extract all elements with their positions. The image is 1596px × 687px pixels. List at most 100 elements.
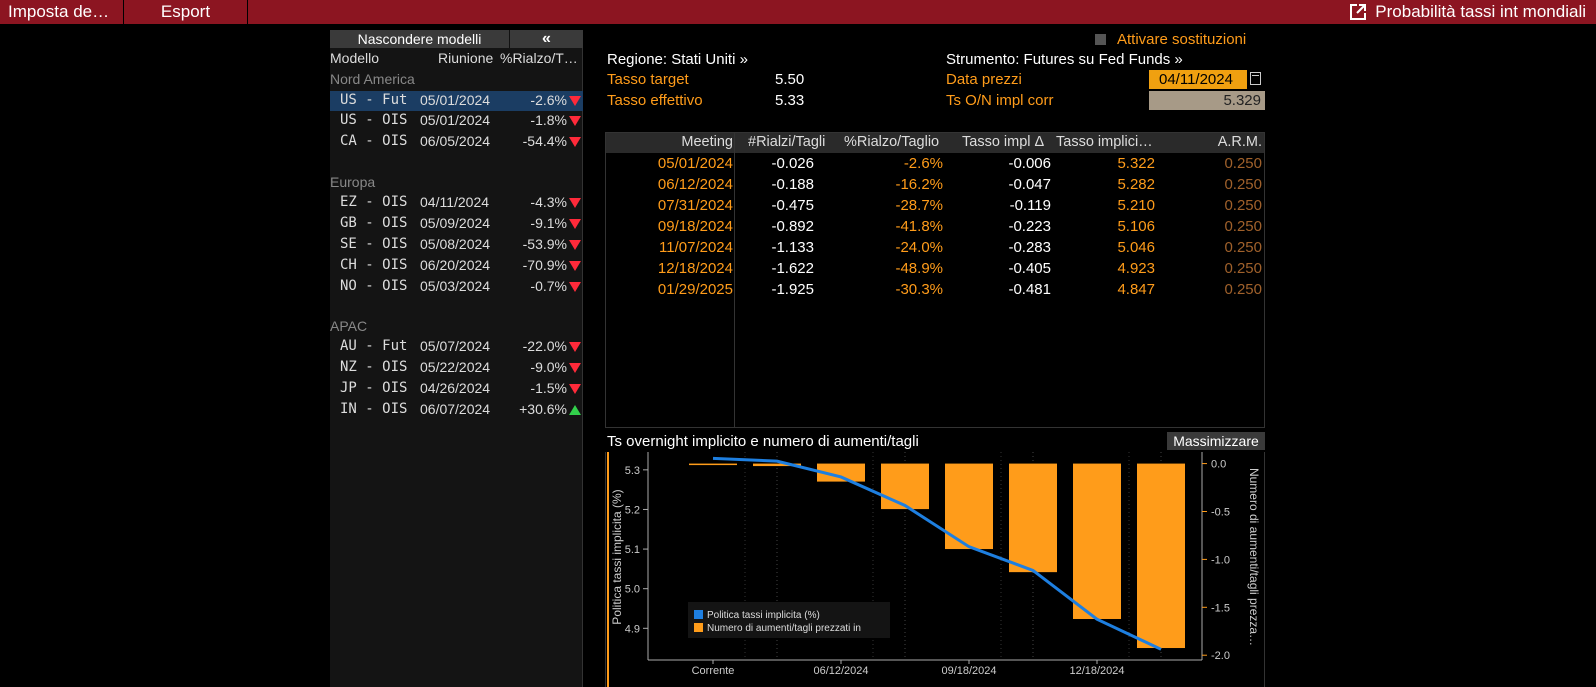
model-pct: -1.8%: [530, 112, 567, 128]
popout-title-link[interactable]: Probabilità tassi int mondiali: [1349, 0, 1586, 24]
model-row[interactable]: EZ - OIS 04/11/2024 -4.3%: [330, 193, 583, 213]
substitutions-checkbox[interactable]: [1095, 34, 1106, 45]
left-tick-label: 5.0: [625, 584, 640, 596]
down-arrow-icon: [569, 96, 581, 106]
calendar-icon[interactable]: [1250, 72, 1261, 85]
hikes-cuts-cell: -0.026: [771, 155, 814, 172]
substitutions-label[interactable]: Attivare sostituzioni: [1117, 31, 1247, 48]
legend-line-swatch: [694, 610, 703, 619]
hide-models-button[interactable]: Nascondere modelli: [330, 30, 510, 48]
model-row[interactable]: GB - OIS 05/09/2024 -9.1%: [330, 214, 583, 234]
table-row[interactable]: 11/07/2024 -1.133 -24.0% -0.283 5.046 0.250: [606, 238, 1264, 258]
column-header-pct[interactable]: %Rialzo/T…: [500, 50, 578, 66]
column-header-hikes-cuts[interactable]: #Rialzi/Tagli: [748, 134, 826, 150]
hikes-cuts-cell: -1.622: [771, 260, 814, 277]
model-row[interactable]: SE - OIS 05/08/2024 -53.9%: [330, 235, 583, 255]
impl-rate-delta-cell: -0.047: [1008, 176, 1051, 193]
legend-bar-label: Numero di aumenti/tagli prezzati in: [707, 623, 861, 634]
model-name: CH - OIS: [340, 257, 408, 273]
impl-rate-delta-cell: -0.405: [1008, 260, 1051, 277]
table-row[interactable]: 09/18/2024 -0.892 -41.8% -0.223 5.106 0.250: [606, 217, 1264, 237]
right-axis-label: Numero di aumenti/tagli prezza…: [1247, 468, 1261, 646]
meeting-date-cell: 12/18/2024: [657, 260, 733, 277]
meeting-date-cell: 09/18/2024: [657, 218, 733, 235]
impl-rate-delta-cell: -0.119: [1009, 197, 1051, 214]
down-arrow-icon: [569, 384, 581, 394]
impl-rate-cell: 4.923: [1117, 260, 1155, 277]
settings-menu-button[interactable]: Imposta de…: [0, 0, 124, 24]
table-row[interactable]: 01/29/2025 -1.925 -30.3% -0.481 4.847 0.250: [606, 280, 1264, 300]
column-header-meeting[interactable]: Meeting: [681, 134, 733, 150]
legend-line-label: Politica tassi implicita (%): [707, 610, 820, 621]
x-tick-label: Corrente: [692, 665, 735, 677]
on-rate-label: Ts O/N impl corr: [946, 92, 1054, 109]
left-tick-label: 5.2: [625, 504, 640, 516]
arm-cell: 0.250: [1224, 218, 1262, 235]
target-rate-label: Tasso target: [607, 71, 689, 88]
meeting-date-cell: 01/29/2025: [657, 281, 733, 298]
export-menu-button[interactable]: Esport: [124, 0, 248, 24]
column-header-impl-rate[interactable]: Tasso implici…: [1056, 134, 1153, 150]
arm-cell: 0.250: [1224, 260, 1262, 277]
chart-bar: [817, 463, 865, 482]
on-rate-input[interactable]: 5.329: [1149, 91, 1265, 110]
chart-bar: [753, 463, 801, 467]
model-row[interactable]: JP - OIS 04/26/2024 -1.5%: [330, 379, 583, 399]
table-row[interactable]: 07/31/2024 -0.475 -28.7% -0.119 5.210 0.250: [606, 196, 1264, 216]
column-header-meeting[interactable]: Riunione: [438, 50, 494, 66]
arm-cell: 0.250: [1224, 155, 1262, 172]
column-header-arm[interactable]: A.R.M.: [1217, 134, 1262, 150]
pct-hike-cut-cell: -2.6%: [903, 155, 943, 172]
pct-hike-cut-cell: -48.9%: [895, 260, 943, 277]
model-meeting-date: 05/22/2024: [420, 359, 491, 375]
group-label: APAC: [330, 318, 368, 334]
x-tick-label: 06/12/2024: [813, 665, 868, 677]
effective-rate-value: 5.33: [775, 92, 805, 109]
model-pct: -70.9%: [522, 257, 567, 273]
table-row[interactable]: 06/12/2024 -0.188 -16.2% -0.047 5.282 0.250: [606, 175, 1264, 195]
table-row[interactable]: 05/01/2024 -0.026 -2.6% -0.006 5.322 0.250: [606, 154, 1264, 174]
impl-rate-cell: 5.210: [1117, 197, 1155, 214]
model-row[interactable]: NO - OIS 05/03/2024 -0.7%: [330, 277, 583, 297]
chart-area: 5.3 5.2 5.1 5.0 4.9 Politica tassi implicita …: [605, 444, 1265, 687]
impl-rate-cell: 5.282: [1117, 176, 1155, 193]
column-header-pct-hike-cut[interactable]: %Rialzo/Taglio: [844, 134, 940, 150]
left-axis-label: Politica tassi implicita (%): [610, 489, 624, 624]
model-name: SE - OIS: [340, 236, 408, 252]
table-header: Meeting #Rialzi/Tagli %Rialzo/Taglio Tas…: [606, 133, 1264, 153]
arm-cell: 0.250: [1224, 281, 1262, 298]
model-name: NO - OIS: [340, 278, 408, 294]
model-row[interactable]: AU - Fut 05/07/2024 -22.0%: [330, 337, 583, 357]
model-row[interactable]: US - Fut 05/01/2024 -2.6%: [330, 91, 583, 111]
model-name: AU - Fut: [340, 338, 408, 354]
table-row[interactable]: 12/18/2024 -1.622 -48.9% -0.405 4.923 0.250: [606, 259, 1264, 279]
model-name: US - OIS: [340, 112, 408, 128]
model-row[interactable]: IN - OIS 06/07/2024 +30.6%: [330, 400, 583, 420]
right-tick-label: -1.0: [1211, 554, 1230, 566]
target-rate-value: 5.50: [775, 71, 805, 88]
region-selector[interactable]: Regione: Stati Uniti »: [607, 51, 748, 68]
pct-hike-cut-cell: -30.3%: [895, 281, 943, 298]
collapse-panel-button[interactable]: «: [542, 30, 551, 47]
impl-rate-cell: 5.106: [1117, 218, 1155, 235]
model-row[interactable]: US - OIS 05/01/2024 -1.8%: [330, 111, 583, 131]
model-row[interactable]: CH - OIS 06/20/2024 -70.9%: [330, 256, 583, 276]
arm-cell: 0.250: [1224, 197, 1262, 214]
price-date-input[interactable]: 04/11/2024: [1149, 70, 1247, 89]
maximize-button[interactable]: Massimizzare: [1167, 432, 1265, 450]
column-header-impl-rate-delta[interactable]: Tasso impl Δ: [962, 134, 1045, 150]
meeting-date-cell: 07/31/2024: [657, 197, 733, 214]
left-tick-label: 5.1: [625, 544, 640, 556]
down-arrow-icon: [569, 363, 581, 373]
down-arrow-icon: [569, 116, 581, 126]
right-tick-label: -2.0: [1211, 650, 1230, 662]
hikes-cuts-cell: -0.475: [771, 197, 814, 214]
instrument-selector[interactable]: Strumento: Futures su Fed Funds »: [946, 51, 1183, 68]
model-pct: -54.4%: [522, 133, 567, 149]
model-name: IN - OIS: [340, 401, 408, 417]
model-row[interactable]: CA - OIS 06/05/2024 -54.4%: [330, 132, 583, 152]
table-divider: [734, 133, 735, 427]
model-row[interactable]: NZ - OIS 05/22/2024 -9.0%: [330, 358, 583, 378]
models-panel-header: Nascondere modelli «: [330, 30, 583, 48]
column-header-model[interactable]: Modello: [330, 50, 380, 66]
